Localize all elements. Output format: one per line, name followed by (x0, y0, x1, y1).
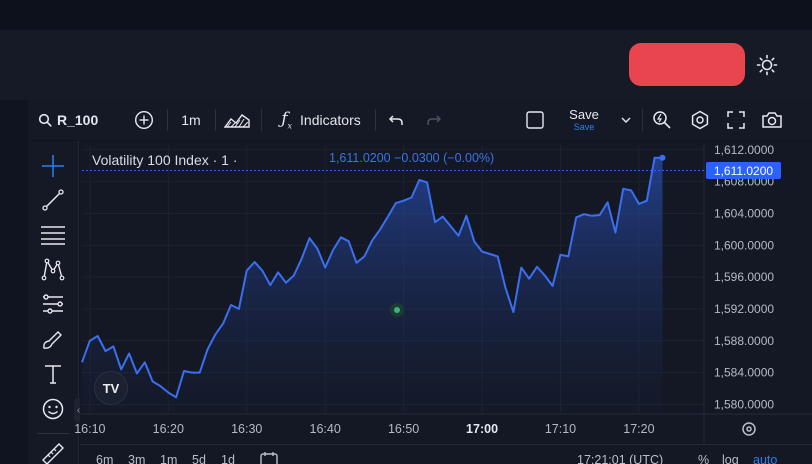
fullscreen-button[interactable] (724, 100, 748, 140)
brush-tool[interactable] (40, 326, 66, 352)
calendar-icon (260, 452, 278, 464)
redo-icon (427, 115, 442, 125)
chevron-down-icon (621, 117, 631, 123)
range-6m[interactable]: 6m (96, 453, 114, 464)
brush-icon (43, 331, 62, 349)
date-range-button[interactable] (260, 451, 278, 464)
axis-settings-button[interactable] (740, 420, 758, 438)
percent-toggle[interactable]: % (698, 453, 710, 464)
save-menu-button[interactable] (618, 100, 634, 140)
toolbar-separator (642, 109, 643, 131)
interval-label: 1m (181, 112, 201, 128)
smiley-icon (42, 398, 64, 420)
range-bar: 6m 3m 1m 5d 1d 17:21:01 (UTC) % log auto (80, 444, 812, 464)
gear-icon (691, 110, 709, 130)
collapse-toolbar-button[interactable]: ‹ (74, 398, 83, 422)
chart-toolbar: R_100 1m ƒx Indicators Save Save (28, 100, 812, 140)
square-icon (526, 111, 544, 129)
parallel-lines-icon (41, 226, 65, 245)
auto-toggle[interactable]: auto (753, 453, 778, 464)
range-5d[interactable]: 5d (192, 453, 206, 464)
camera-icon (762, 112, 782, 128)
save-sublabel: Save (573, 122, 595, 132)
ruler-icon (42, 443, 64, 464)
trend-line-icon (42, 189, 64, 211)
sun-icon (756, 54, 778, 76)
indicators-label: Indicators (300, 112, 361, 128)
function-icon: ƒx (281, 109, 293, 131)
legend-title: Volatility 100 Index · 1 · (92, 152, 238, 168)
range-3m[interactable]: 3m (128, 453, 146, 464)
text-icon (45, 365, 61, 384)
undo-icon (388, 115, 403, 125)
quick-search-button[interactable] (650, 100, 674, 140)
chart-type-button[interactable] (222, 100, 252, 140)
chart-legend[interactable]: Volatility 100 Index · 1 · (92, 150, 238, 170)
compare-symbol-button[interactable] (132, 100, 156, 140)
log-toggle[interactable]: log (722, 453, 739, 464)
top-band (0, 0, 812, 30)
toolbar-separator (215, 109, 216, 131)
emoji-tool[interactable] (40, 396, 66, 422)
utc-clock[interactable]: 17:21:01 (UTC) (577, 453, 664, 464)
fullscreen-icon (727, 111, 745, 129)
symbol-label: R_100 (57, 112, 99, 128)
theme-toggle-button[interactable] (752, 50, 782, 80)
crosshair-icon (42, 155, 64, 177)
text-tool[interactable] (40, 361, 66, 387)
screenshot-button[interactable] (760, 100, 784, 140)
interval-button[interactable]: 1m (176, 100, 206, 140)
save-label: Save (569, 107, 599, 122)
chart-pane[interactable] (80, 141, 812, 464)
prediction-tool[interactable] (40, 291, 66, 317)
plus-circle-icon (134, 110, 154, 130)
magnifier-lightning-icon (653, 111, 671, 129)
pattern-tool[interactable] (40, 256, 66, 282)
tradingview-logo[interactable]: TV (94, 371, 128, 405)
range-1d[interactable]: 1d (221, 453, 235, 464)
toolbar-separator (261, 109, 262, 131)
area-chart-icon (224, 114, 250, 128)
crosshair-tool[interactable] (40, 153, 66, 179)
tool-divider (37, 433, 69, 434)
horizontal-lines-tool[interactable] (40, 222, 66, 248)
undo-button[interactable] (384, 100, 408, 140)
redo-button[interactable] (422, 100, 446, 140)
symbol-search-button[interactable]: R_100 (38, 100, 98, 140)
market-status-dot (390, 303, 404, 317)
indicators-button[interactable]: ƒx Indicators (272, 100, 370, 140)
primary-action-button[interactable] (629, 43, 745, 86)
ranges-icon (43, 294, 63, 314)
toolbar-separator (167, 109, 168, 131)
layout-button[interactable] (523, 100, 547, 140)
ruler-tool[interactable] (40, 441, 66, 464)
toolbar-separator (375, 109, 376, 131)
drawing-toolbar (28, 141, 79, 464)
range-1m[interactable]: 1m (160, 453, 178, 464)
legend-values: 1,611.0200 −0.0300 (−0.00%) (329, 151, 495, 165)
pattern-icon (41, 258, 65, 281)
search-icon (38, 113, 52, 127)
chevron-left-icon: ‹ (76, 404, 81, 416)
trend-line-tool[interactable] (40, 187, 66, 213)
save-button[interactable]: Save Save (562, 100, 606, 140)
settings-button[interactable] (688, 100, 712, 140)
last-price-label: 1,611.0200 (706, 162, 781, 179)
gear-icon (742, 422, 756, 436)
